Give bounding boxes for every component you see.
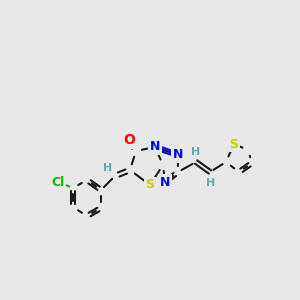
Text: N: N — [160, 176, 170, 188]
Text: H: H — [191, 147, 201, 157]
Text: Cl: Cl — [51, 176, 64, 188]
Text: O: O — [123, 133, 135, 147]
Text: N: N — [173, 148, 183, 161]
Text: N: N — [150, 140, 160, 154]
Text: S: S — [146, 178, 154, 191]
Text: H: H — [103, 163, 112, 173]
Text: S: S — [230, 137, 238, 151]
Text: H: H — [206, 178, 216, 188]
